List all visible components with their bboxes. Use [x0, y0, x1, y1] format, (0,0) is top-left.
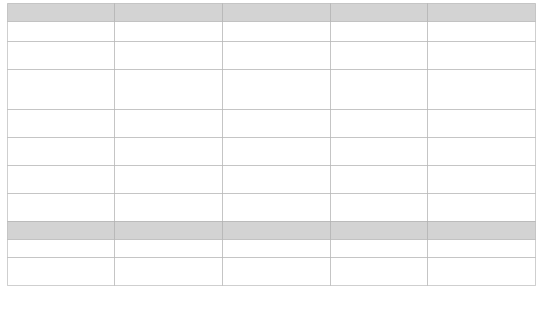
Bar: [427, 3, 535, 21]
Bar: [427, 21, 535, 41]
Bar: [114, 69, 222, 109]
Bar: [114, 257, 222, 285]
Bar: [330, 41, 427, 69]
Bar: [427, 41, 535, 69]
Bar: [114, 21, 222, 41]
Bar: [330, 137, 427, 165]
Bar: [7, 109, 114, 137]
Bar: [222, 239, 330, 257]
Bar: [222, 3, 330, 21]
Bar: [427, 193, 535, 221]
Bar: [427, 165, 535, 193]
Bar: [330, 257, 427, 285]
Bar: [330, 165, 427, 193]
Bar: [114, 41, 222, 69]
Bar: [114, 3, 222, 21]
Bar: [222, 109, 330, 137]
Bar: [330, 109, 427, 137]
Bar: [222, 69, 330, 109]
Bar: [427, 221, 535, 239]
Bar: [427, 137, 535, 165]
Bar: [427, 239, 535, 257]
Bar: [7, 193, 114, 221]
Bar: [427, 257, 535, 285]
Bar: [7, 69, 114, 109]
Bar: [222, 21, 330, 41]
Bar: [7, 165, 114, 193]
Bar: [7, 41, 114, 69]
Bar: [330, 239, 427, 257]
Bar: [7, 221, 114, 239]
Bar: [114, 221, 222, 239]
Bar: [222, 193, 330, 221]
Bar: [114, 109, 222, 137]
Bar: [7, 21, 114, 41]
Bar: [114, 239, 222, 257]
Bar: [330, 3, 427, 21]
Bar: [7, 257, 114, 285]
Bar: [7, 3, 114, 21]
Bar: [7, 137, 114, 165]
Bar: [222, 221, 330, 239]
Bar: [114, 193, 222, 221]
Bar: [7, 239, 114, 257]
Bar: [427, 69, 535, 109]
Bar: [330, 193, 427, 221]
Bar: [222, 257, 330, 285]
Bar: [427, 109, 535, 137]
Bar: [114, 137, 222, 165]
Bar: [330, 21, 427, 41]
Bar: [222, 41, 330, 69]
Bar: [222, 165, 330, 193]
Bar: [114, 165, 222, 193]
Bar: [222, 137, 330, 165]
Bar: [330, 69, 427, 109]
Bar: [330, 221, 427, 239]
